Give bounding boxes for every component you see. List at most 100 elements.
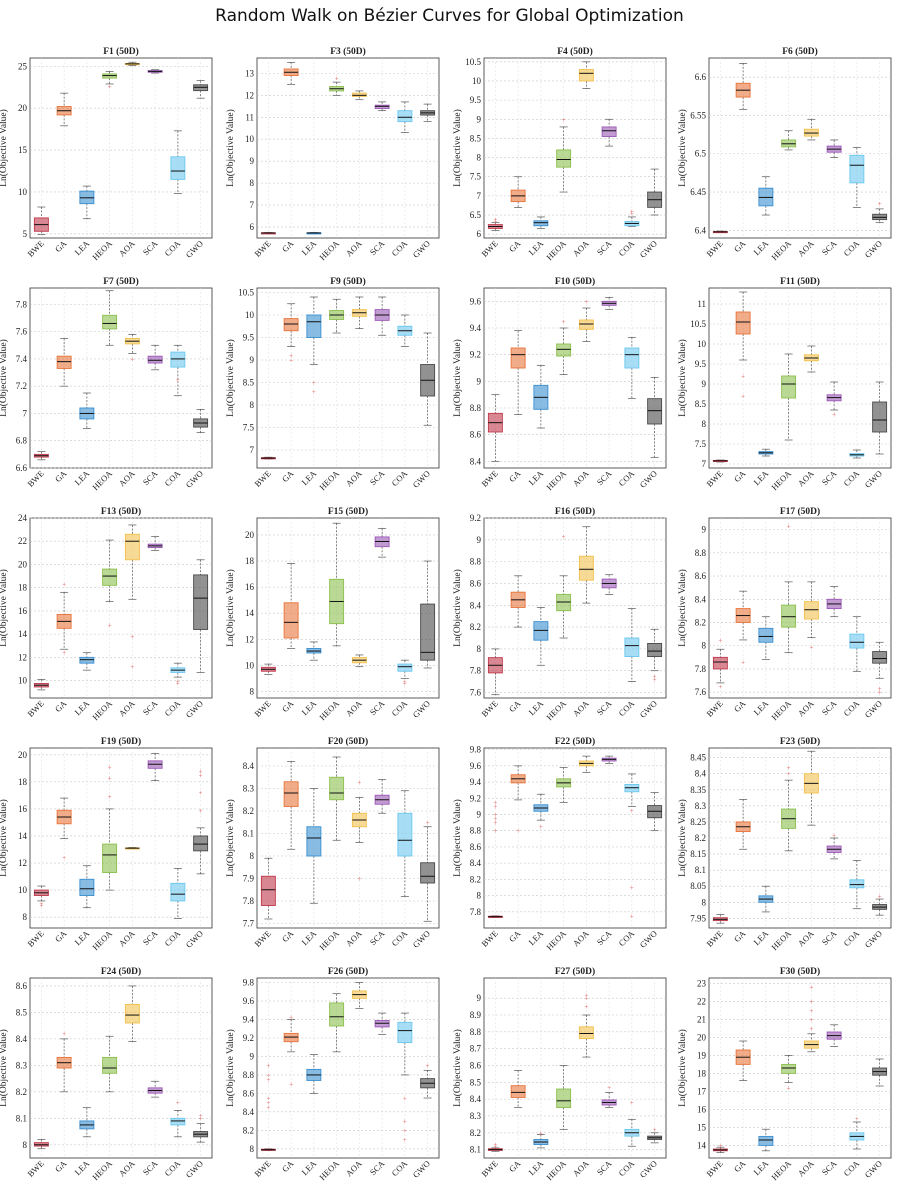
x-tick-label: LEA	[300, 698, 319, 717]
subplot-title: F13 (50D)	[101, 506, 141, 517]
plot-frame	[708, 977, 892, 1159]
outlier-marker: +	[266, 1062, 270, 1070]
x-tick-label: BWE	[704, 468, 724, 488]
y-tick-label: 6.8	[16, 436, 28, 446]
x-tick-label: GA	[280, 1158, 296, 1174]
y-tick-label: 8.8	[695, 548, 707, 558]
x-tick-label: LEA	[73, 468, 92, 487]
box-coa	[849, 879, 865, 889]
outlier-marker: +	[199, 1115, 203, 1123]
outlier-marker: +	[39, 900, 43, 908]
outlier-marker: +	[832, 831, 836, 839]
y-tick-label: 7.2	[16, 381, 27, 391]
outlier-marker: +	[878, 892, 882, 900]
y-tick-label: 9.2	[243, 1033, 254, 1043]
outlier-marker: +	[809, 998, 813, 1006]
x-tick-label: BWE	[704, 238, 724, 258]
outlier-marker: +	[809, 1016, 813, 1024]
y-tick-label: 8.5	[16, 1007, 28, 1017]
outlier-marker: +	[493, 815, 497, 823]
y-tick-label: 8.2	[470, 622, 481, 632]
y-tick-label: 9.6	[243, 996, 255, 1006]
x-tick-label: LEA	[527, 1158, 546, 1177]
box-lea	[533, 220, 549, 227]
outlier-marker: +	[562, 533, 566, 541]
y-axis-label: Ln(Objective Value)	[452, 1029, 463, 1107]
x-tick-label: LEA	[752, 238, 771, 257]
subplot: 7.8 8 8.2 8.4 8.6 8.8 9 9.2 9.4 9.6 9.8 F22 (50D) Ln…	[452, 736, 667, 952]
x-tick-label: GA	[280, 928, 296, 944]
x-tick-label: SCA	[820, 928, 839, 947]
x-tick-label: SCA	[595, 698, 614, 717]
x-tick-label: BWE	[704, 1158, 724, 1178]
x-tick-label: LEA	[73, 1158, 92, 1177]
y-tick-label: 7.5	[243, 423, 255, 433]
box-heoa	[102, 314, 118, 330]
y-tick-label: 15	[18, 145, 28, 155]
subplot: 7.6 7.8 8 8.2 8.4 8.6 8.8 9 F17 (50D) Ln(Objectiv…	[677, 506, 892, 722]
subplot-title: F22 (50D)	[555, 736, 595, 747]
outlier-marker: +	[878, 685, 882, 693]
x-tick-label: LEA	[527, 928, 546, 947]
x-tick-label: COA	[617, 698, 637, 718]
x-tick-label: HEOA	[544, 928, 568, 952]
y-tick-label: 9.5	[243, 333, 255, 343]
y-tick-label: 7.5	[470, 172, 482, 182]
y-tick-label: 10	[245, 660, 255, 670]
y-tick-label: 8.1	[16, 1113, 27, 1123]
y-tick-label: 6.6	[695, 72, 707, 82]
x-tick-label: GA	[507, 238, 523, 254]
x-tick-label: GWO	[184, 238, 205, 259]
y-tick-label: 8.6	[470, 842, 482, 852]
outlier-marker: +	[426, 819, 430, 827]
y-tick-label: 10	[245, 310, 255, 320]
y-tick-label: 14	[18, 831, 28, 841]
y-tick-label: 9.2	[470, 350, 481, 360]
plot-frame	[256, 287, 440, 469]
x-tick-label: GWO	[184, 928, 205, 949]
x-tick-label: COA	[617, 468, 637, 488]
box-coa	[170, 1117, 186, 1126]
y-tick-label: 8.4	[243, 761, 255, 771]
x-tick-label: SCA	[820, 1158, 839, 1177]
y-tick-label: 10.5	[238, 288, 254, 298]
y-tick-label: 9.8	[243, 978, 255, 988]
x-tick-label: GWO	[863, 698, 884, 719]
y-tick-label: 22	[18, 536, 27, 546]
x-tick-label: GA	[280, 698, 296, 714]
outlier-marker: +	[403, 1136, 407, 1144]
x-tick-label: COA	[390, 238, 410, 258]
y-tick-label: 8	[477, 153, 482, 163]
x-tick-label: COA	[390, 698, 410, 718]
outlier-marker: +	[741, 659, 745, 667]
subplot: 7 7.5 8 8.5 9 9.5 10 10.5 11 F11 (50D) Ln(Objectiv…	[677, 276, 892, 492]
x-tick-label: GA	[732, 468, 748, 484]
subplot-title: F26 (50D)	[328, 966, 368, 977]
y-tick-label: 7.8	[470, 907, 482, 917]
outlier-marker: +	[630, 208, 634, 216]
y-tick-label: 10	[18, 885, 28, 895]
outlier-marker: +	[493, 819, 497, 827]
x-tick-label: AOA	[571, 1158, 592, 1179]
box-gwo	[647, 643, 663, 657]
x-tick-label: LEA	[752, 1158, 771, 1177]
y-tick-label: 10.5	[465, 57, 481, 67]
plot-frame	[483, 57, 667, 239]
y-tick-label: 8	[477, 644, 482, 654]
y-tick-label: 7.6	[16, 327, 28, 337]
box-aoa	[578, 1026, 594, 1040]
outlier-marker: +	[199, 1112, 203, 1120]
y-tick-label: 8.4	[470, 1094, 482, 1104]
y-tick-label: 18	[18, 777, 28, 787]
subplot: 8 8.2 8.4 8.6 8.8 9 9.2 9.4 9.6 9.8 F26 (50D) Ln(Ob…	[225, 966, 440, 1182]
outlier-marker: +	[493, 799, 497, 807]
box-heoa	[556, 593, 572, 612]
x-tick-label: BWE	[25, 468, 45, 488]
x-tick-label: GWO	[184, 698, 205, 719]
x-tick-label: BWE	[252, 1158, 272, 1178]
outlier-marker: +	[562, 318, 566, 326]
outlier-marker: +	[584, 1003, 588, 1011]
x-tick-label: AOA	[344, 928, 365, 949]
x-tick-label: AOA	[571, 698, 592, 719]
